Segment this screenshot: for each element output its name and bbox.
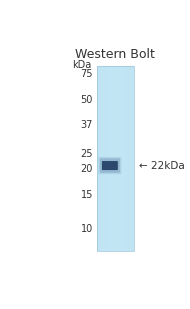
Text: 75: 75	[80, 69, 93, 79]
FancyBboxPatch shape	[98, 157, 121, 174]
Bar	[112, 66, 113, 251]
Bar	[109, 66, 110, 251]
Text: 15: 15	[81, 190, 93, 200]
Bar	[99, 66, 100, 251]
Bar	[119, 66, 120, 251]
Bar	[110, 66, 111, 251]
Text: 20: 20	[81, 164, 93, 174]
Bar	[115, 66, 116, 251]
Bar	[97, 66, 134, 251]
Text: 50: 50	[81, 95, 93, 105]
FancyBboxPatch shape	[100, 159, 120, 173]
Text: 37: 37	[81, 120, 93, 130]
Bar	[128, 66, 129, 251]
Bar	[132, 66, 133, 251]
Text: ← 22kDa: ← 22kDa	[139, 161, 184, 171]
Bar	[101, 66, 102, 251]
Text: 10: 10	[81, 224, 93, 234]
Bar	[108, 66, 109, 251]
Bar	[125, 66, 126, 251]
Bar	[114, 66, 115, 251]
Bar	[129, 66, 130, 251]
Bar	[111, 66, 112, 251]
Bar	[116, 66, 117, 251]
Bar	[101, 66, 102, 251]
Bar	[113, 66, 114, 251]
Bar	[126, 66, 127, 251]
Bar	[118, 66, 119, 251]
Bar	[126, 66, 127, 251]
Text: Western Bolt: Western Bolt	[75, 48, 155, 61]
Bar	[107, 66, 108, 251]
Bar	[113, 66, 114, 251]
Bar	[103, 66, 104, 251]
Bar	[122, 66, 123, 251]
Bar	[114, 66, 115, 251]
Bar	[100, 66, 101, 251]
Bar	[121, 66, 122, 251]
Bar	[124, 66, 125, 251]
Text: 25: 25	[80, 149, 93, 159]
Bar	[102, 66, 103, 251]
FancyBboxPatch shape	[102, 161, 118, 170]
Bar	[130, 66, 131, 251]
Bar	[123, 66, 124, 251]
Bar	[97, 66, 98, 251]
Bar	[104, 66, 105, 251]
Bar	[125, 66, 126, 251]
Text: kDa: kDa	[72, 60, 92, 70]
Bar	[102, 66, 103, 251]
Bar	[120, 66, 121, 251]
Bar	[106, 66, 107, 251]
Bar	[98, 66, 99, 251]
Bar	[131, 66, 132, 251]
Bar	[127, 66, 128, 251]
Bar	[124, 66, 125, 251]
Bar	[112, 66, 113, 251]
Bar	[104, 66, 105, 251]
Bar	[105, 66, 106, 251]
Bar	[103, 66, 104, 251]
Bar	[117, 66, 118, 251]
Bar	[133, 66, 134, 251]
Bar	[115, 66, 116, 251]
